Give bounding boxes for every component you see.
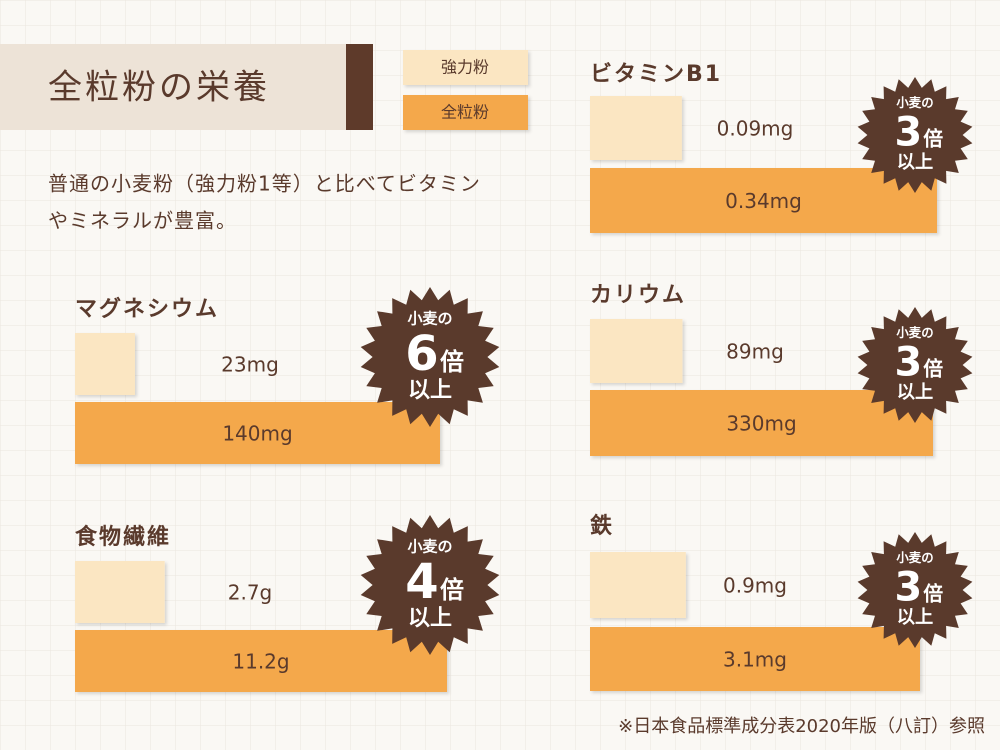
badge-prefix: 小麦の [895,95,933,110]
badge-note: 以上 [897,607,933,628]
badge-multiplier: 6 [405,326,438,382]
value-label: 0.9mg [723,574,787,598]
badge-multiplier: 3 [895,110,923,156]
legend-swatch [403,50,528,85]
badge-note: 以上 [408,378,452,403]
bar [75,402,440,464]
badge-prefix: 小麦の [407,310,452,328]
chart-title: 食物繊維 [75,524,171,550]
value-label: 0.34mg [725,189,802,213]
chart-title: カリウム [590,283,686,308]
badge-suffix: 倍 [923,357,943,380]
bar [590,627,920,691]
badge-multiplier: 3 [895,340,923,386]
badge-prefix: 小麦の [407,538,452,556]
badge [857,77,973,193]
badge-multiplier: 3 [895,565,923,611]
badge-note: 以上 [897,152,933,173]
value-label: 140mg [222,422,292,446]
legend-label: 強力粉 [441,58,489,77]
legend-label: 全粒粉 [441,103,489,122]
bar [75,333,135,395]
chart-title: マグネシウム [75,296,219,322]
badge-prefix: 小麦の [895,550,933,565]
description-line: 普通の小麦粉（強力粉1等）と比べてビタミン [48,172,481,196]
value-label: 11.2g [232,650,289,674]
badge-note: 以上 [897,382,933,403]
bar [75,561,165,623]
value-label: 330mg [726,412,796,436]
title-box [0,44,346,130]
badge [360,515,500,655]
badge-suffix: 倍 [440,576,464,604]
badge-suffix: 倍 [923,127,943,150]
title: 全粒粉の栄養 [48,68,270,108]
footnote: ※日本食品標準成分表2020年版（八訂）参照 [618,716,985,737]
value-label: 2.7g [228,581,273,605]
description-line: やミネラルが豊富。 [48,209,237,233]
badge-prefix: 小麦の [895,325,933,340]
badge-suffix: 倍 [923,582,943,605]
title-stripe [346,44,373,130]
bar [590,319,683,383]
bar [75,630,447,692]
value-label: 0.09mg [717,117,794,141]
chart-title: 鉄 [590,513,614,539]
badge-suffix: 倍 [440,348,464,376]
badge [857,307,973,423]
badge [857,532,973,648]
value-label: 3.1mg [723,648,787,672]
badge-multiplier: 4 [405,554,438,610]
value-label: 23mg [221,353,279,377]
value-label: 89mg [726,340,784,364]
badge-note: 以上 [408,606,452,631]
bar [590,96,682,160]
bar [590,552,686,618]
bar [590,168,937,233]
chart-title: ビタミンB1 [590,62,722,87]
legend-swatch [403,95,528,130]
badge [360,287,500,427]
